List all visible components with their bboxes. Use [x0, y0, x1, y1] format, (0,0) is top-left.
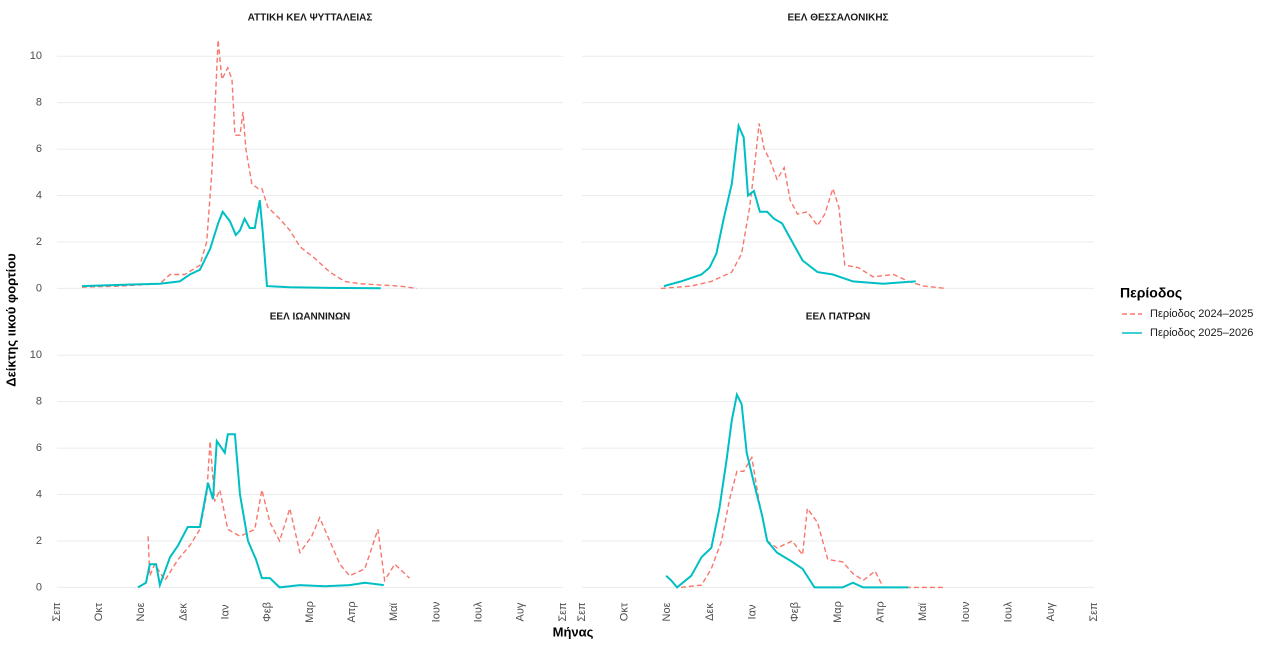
y-tick-label: 2 — [36, 236, 42, 248]
x-tick-label: Απρ — [346, 601, 358, 622]
y-tick-label: 6 — [36, 143, 42, 155]
x-tick-label: Αυγ — [515, 602, 527, 621]
series-line — [680, 455, 944, 589]
legend-label: Περίοδος 2025–2026 — [1150, 327, 1253, 339]
x-tick-label: Μαρ — [832, 601, 844, 623]
series-line — [663, 122, 916, 288]
x-tick-label: Ιουλ — [1003, 601, 1015, 622]
panel-title: ΕΕΛ ΙΩΑΝΝΙΝΩΝ — [270, 312, 351, 323]
x-tick-label: Ιουλ — [473, 601, 485, 622]
y-tick-label: 10 — [30, 50, 42, 62]
panel-title: ΕΕΛ ΠΑΤΡΩΝ — [806, 312, 870, 323]
y-tick-label: 4 — [36, 189, 42, 201]
x-tick-label: Ιαν — [220, 604, 232, 619]
panel-title: ΕΕΛ ΘΕΣΣΑΛΟΝΙΚΗΣ — [787, 13, 888, 24]
x-tick-label: Απρ — [875, 601, 887, 622]
x-tick-label: Νοε — [661, 602, 673, 621]
x-tick-label: Οκτ — [619, 602, 631, 621]
x-tick-label: Αυγ — [1045, 602, 1057, 621]
x-tick-label: Ιαν — [747, 604, 759, 619]
y-tick-label: 2 — [36, 535, 42, 547]
x-tick-label: Μαϊ — [388, 602, 400, 621]
x-axis-label: Μήνας — [553, 624, 594, 639]
x-tick-label: Νοε — [135, 602, 147, 621]
series-line — [665, 391, 909, 589]
x-tick-label: Σεπ — [557, 602, 569, 622]
series-line — [147, 441, 410, 583]
y-tick-label: 6 — [36, 442, 42, 454]
y-tick-label: 8 — [36, 97, 42, 109]
x-tick-label: Οκτ — [93, 602, 105, 621]
series-line — [660, 123, 946, 290]
y-tick-label: 8 — [36, 396, 42, 408]
panel-title: ΑΤΤΙΚΗ ΚΕΛ ΨΥΤΤΑΛΕΙΑΣ — [248, 13, 373, 24]
x-tick-label: Ιουν — [960, 601, 972, 622]
y-tick-label: 4 — [36, 488, 42, 500]
legend-title: Περίοδος — [1120, 285, 1182, 301]
series-line — [81, 200, 381, 290]
x-tick-label: Σεπ — [1088, 602, 1100, 622]
series-line — [137, 433, 384, 589]
x-tick-label: Σεπ — [576, 602, 588, 622]
x-tick-label: Μαϊ — [917, 602, 929, 621]
y-tick-label: 0 — [36, 282, 42, 294]
x-tick-label: Δεκ — [704, 603, 716, 621]
x-tick-label: Μαρ — [304, 601, 316, 623]
x-tick-label: Φεβ — [262, 602, 274, 622]
x-tick-label: Σεπ — [51, 602, 63, 622]
y-axis-label: Δείκτης ιικού φορτίου — [3, 253, 18, 387]
series-line — [81, 39, 417, 290]
x-tick-label: Δεκ — [177, 603, 189, 621]
y-tick-label: 10 — [30, 349, 42, 361]
y-tick-label: 0 — [36, 581, 42, 593]
legend-label: Περίοδος 2024–2025 — [1150, 308, 1253, 320]
x-tick-label: Φεβ — [789, 602, 801, 622]
x-tick-label: Ιουν — [430, 601, 442, 622]
